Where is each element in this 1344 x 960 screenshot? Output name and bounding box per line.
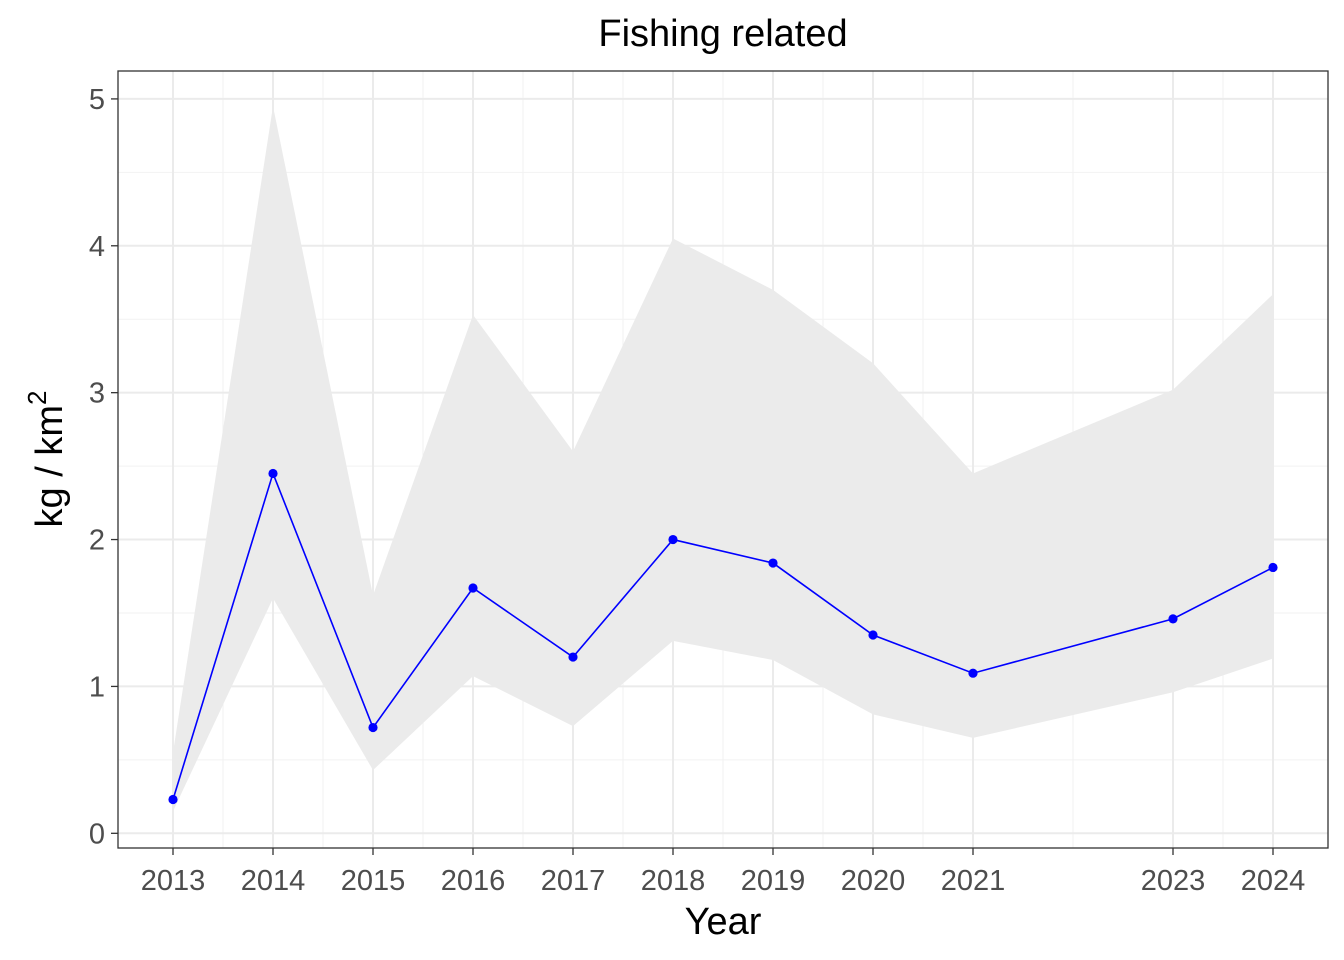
data-point [668,534,678,545]
plot-panel [117,70,1329,849]
x-tick-label: 2015 [341,865,406,897]
y-axis-title-text: kg / km [29,405,71,527]
data-point [568,652,578,662]
x-tick-label: 2013 [141,865,206,897]
x-tick-label: 2016 [441,865,506,897]
y-tick-label: 2 [89,525,105,557]
x-tick-label: 2014 [241,865,306,897]
data-point [168,794,178,805]
chart-title: Fishing related [598,13,847,55]
y-axis-title: kg / km2 [22,391,71,528]
y-axis-title-superscript: 2 [22,391,52,405]
y-tick-label: 0 [89,818,105,850]
x-tick-label: 2018 [641,865,706,897]
x-tick-label: 2021 [941,865,1006,897]
y-tick-label: 1 [89,671,105,703]
data-point [1168,614,1178,624]
y-tick-label: 4 [89,231,105,263]
x-tick-label: 2024 [1241,865,1306,897]
confidence-band [173,106,1273,812]
y-tick-label: 3 [89,378,105,410]
data-point [268,468,278,479]
data-point [968,668,978,678]
data-point [468,583,478,593]
series-points [168,468,1278,805]
data-point [1268,562,1278,573]
x-axis-title: Year [685,901,762,943]
x-tick-label: 2017 [541,865,606,897]
x-axis: 2013 2014 2015 2016 2017 2018 2019 2020 2021 2023… [141,848,1306,897]
data-point [368,722,378,733]
y-tick-label: 5 [89,84,105,116]
data-point [768,558,778,568]
x-tick-label: 2023 [1141,865,1206,897]
x-tick-label: 2019 [741,865,806,897]
y-axis-title-group: kg / km2 [22,391,71,528]
y-axis: 0 1 2 3 4 5 [89,84,118,850]
x-tick-label: 2020 [841,865,906,897]
data-point [868,630,878,640]
